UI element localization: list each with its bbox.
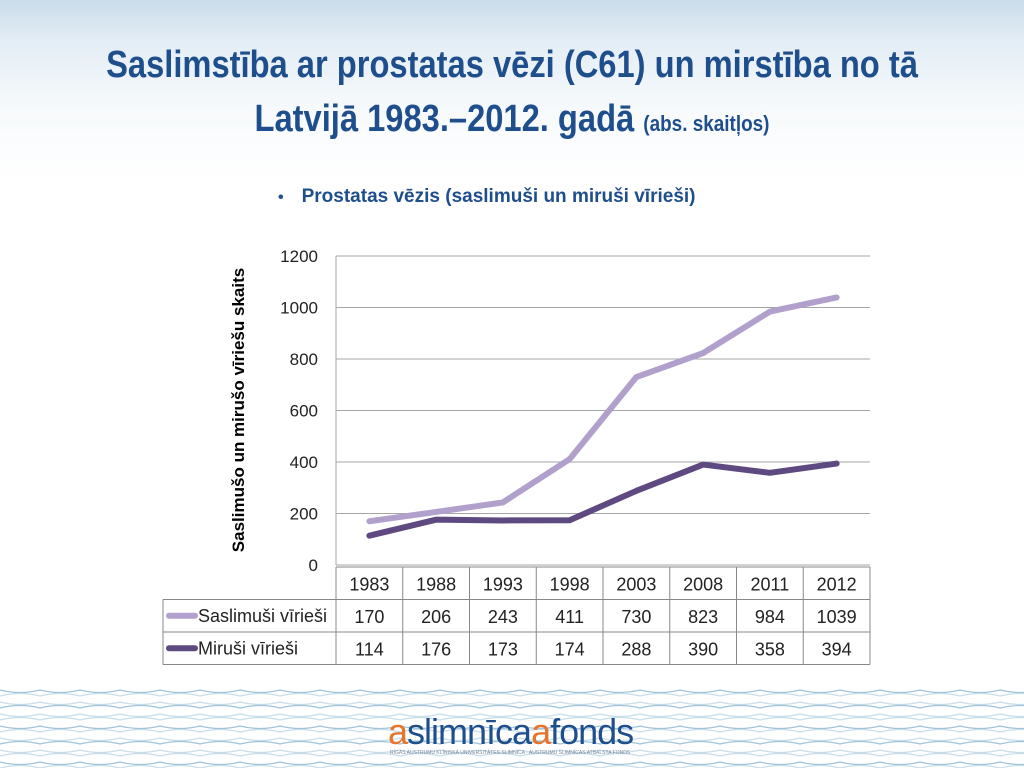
subtitle-bullet: • Prostatas vēzis (saslimuši un miruši vī… xyxy=(278,186,696,208)
title-line-1: Saslimstība ar prostatas vēzi (C61) un m… xyxy=(106,44,918,86)
legend-label-1: Saslimuši vīrieši xyxy=(198,606,327,626)
wave-line xyxy=(0,749,1024,754)
series-lines xyxy=(366,294,840,539)
x-tick-label: 1988 xyxy=(416,574,456,594)
bullet-text: Prostatas vēzis (saslimuši un miruši vīr… xyxy=(301,186,696,207)
title-line-2: Latvijā 1983.–2012. gadā (abs. skaitļos) xyxy=(72,92,953,151)
table-cell-value: 823 xyxy=(688,607,718,627)
bullet-dot: • xyxy=(278,189,284,206)
chart-gridlines xyxy=(335,255,870,566)
table-cell-value: 174 xyxy=(555,639,585,659)
wave-line xyxy=(0,701,1024,706)
x-tick-label: 2011 xyxy=(751,574,790,594)
x-tick-label: 1998 xyxy=(550,574,590,594)
table-cell-value: 730 xyxy=(621,607,651,627)
footer-wave-decoration xyxy=(0,689,1024,768)
table-cell-value: 176 xyxy=(421,639,451,659)
table-cell-value: 170 xyxy=(354,607,384,627)
series-line-1 xyxy=(366,294,840,525)
wave-line xyxy=(0,716,1024,721)
y-axis-label: Saslimušo un mirušo vīriešu skaits xyxy=(229,268,248,552)
x-tick-label: 2008 xyxy=(683,574,723,594)
wave-line xyxy=(0,704,1024,709)
table-cell-value: 1039 xyxy=(817,607,857,627)
x-tick-label: 2003 xyxy=(616,574,656,594)
wave-line xyxy=(0,764,1024,768)
table-cell-value: 114 xyxy=(355,639,384,659)
series-line-2 xyxy=(366,460,840,539)
y-axis-ticks: 0 200 400 600 800 1000 1200 xyxy=(280,247,318,575)
wave-line xyxy=(0,689,1024,694)
y-tick-label: 200 xyxy=(290,505,318,524)
wave-line xyxy=(0,713,1024,718)
table-cell-value: 206 xyxy=(421,607,451,627)
legend-label-2: Miruši vīrieši xyxy=(198,638,298,658)
logo-wordmark: aslimnīcaafonds xyxy=(388,711,634,752)
table-cell-value: 173 xyxy=(488,639,518,659)
wave-line xyxy=(0,725,1024,730)
table-cell-value: 411 xyxy=(555,607,584,627)
y-tick-label: 400 xyxy=(290,453,318,472)
table-cell-value: 243 xyxy=(488,607,518,627)
wave-line xyxy=(0,728,1024,733)
wave-line xyxy=(0,761,1024,766)
title-unit: (abs. skaitļos) xyxy=(643,111,770,136)
logo-word-slimnica: slimnīca xyxy=(407,711,532,752)
wave-line xyxy=(0,737,1024,742)
y-tick-label: 600 xyxy=(290,402,318,421)
y-tick-label: 1200 xyxy=(280,247,318,266)
y-tick-label: 0 xyxy=(309,556,318,575)
slide-title: Saslimstība ar prostatas vēzi (C61) un m… xyxy=(72,38,953,151)
table-cell-value: 394 xyxy=(822,639,852,659)
x-tick-label: 2012 xyxy=(817,574,857,594)
x-tick-label: 1993 xyxy=(483,574,523,594)
table-cell-value: 358 xyxy=(755,639,785,659)
y-tick-label: 1000 xyxy=(280,299,318,318)
y-tick-label: 800 xyxy=(290,350,318,369)
logo-subtitle: RĪGAS AUSTRUMU KLĪNISKĀ UNIVERSITĀTES SL… xyxy=(390,750,631,756)
data-table: 1983 1988 1993 1998 2003 2008 2011 2012 Saslimuš… xyxy=(162,566,871,665)
x-tick-label: 1983 xyxy=(349,574,389,594)
title-line-2-text: Latvijā 1983.–2012. gadā xyxy=(254,98,635,140)
table-cell-value: 288 xyxy=(621,639,651,659)
logo-letter-a2: a xyxy=(531,711,551,752)
wave-line xyxy=(0,692,1024,697)
wave-line xyxy=(0,740,1024,745)
table-cell-value: 984 xyxy=(755,607,785,627)
table-cell-value: 390 xyxy=(688,639,718,659)
logo-letter-a1: a xyxy=(388,711,408,752)
wave-line xyxy=(0,752,1024,757)
logo-word-fonds: fonds xyxy=(550,711,634,752)
footer-logo: aslimnīcaafonds RĪGAS AUSTRUMU KLĪNISKĀ … xyxy=(388,711,638,757)
